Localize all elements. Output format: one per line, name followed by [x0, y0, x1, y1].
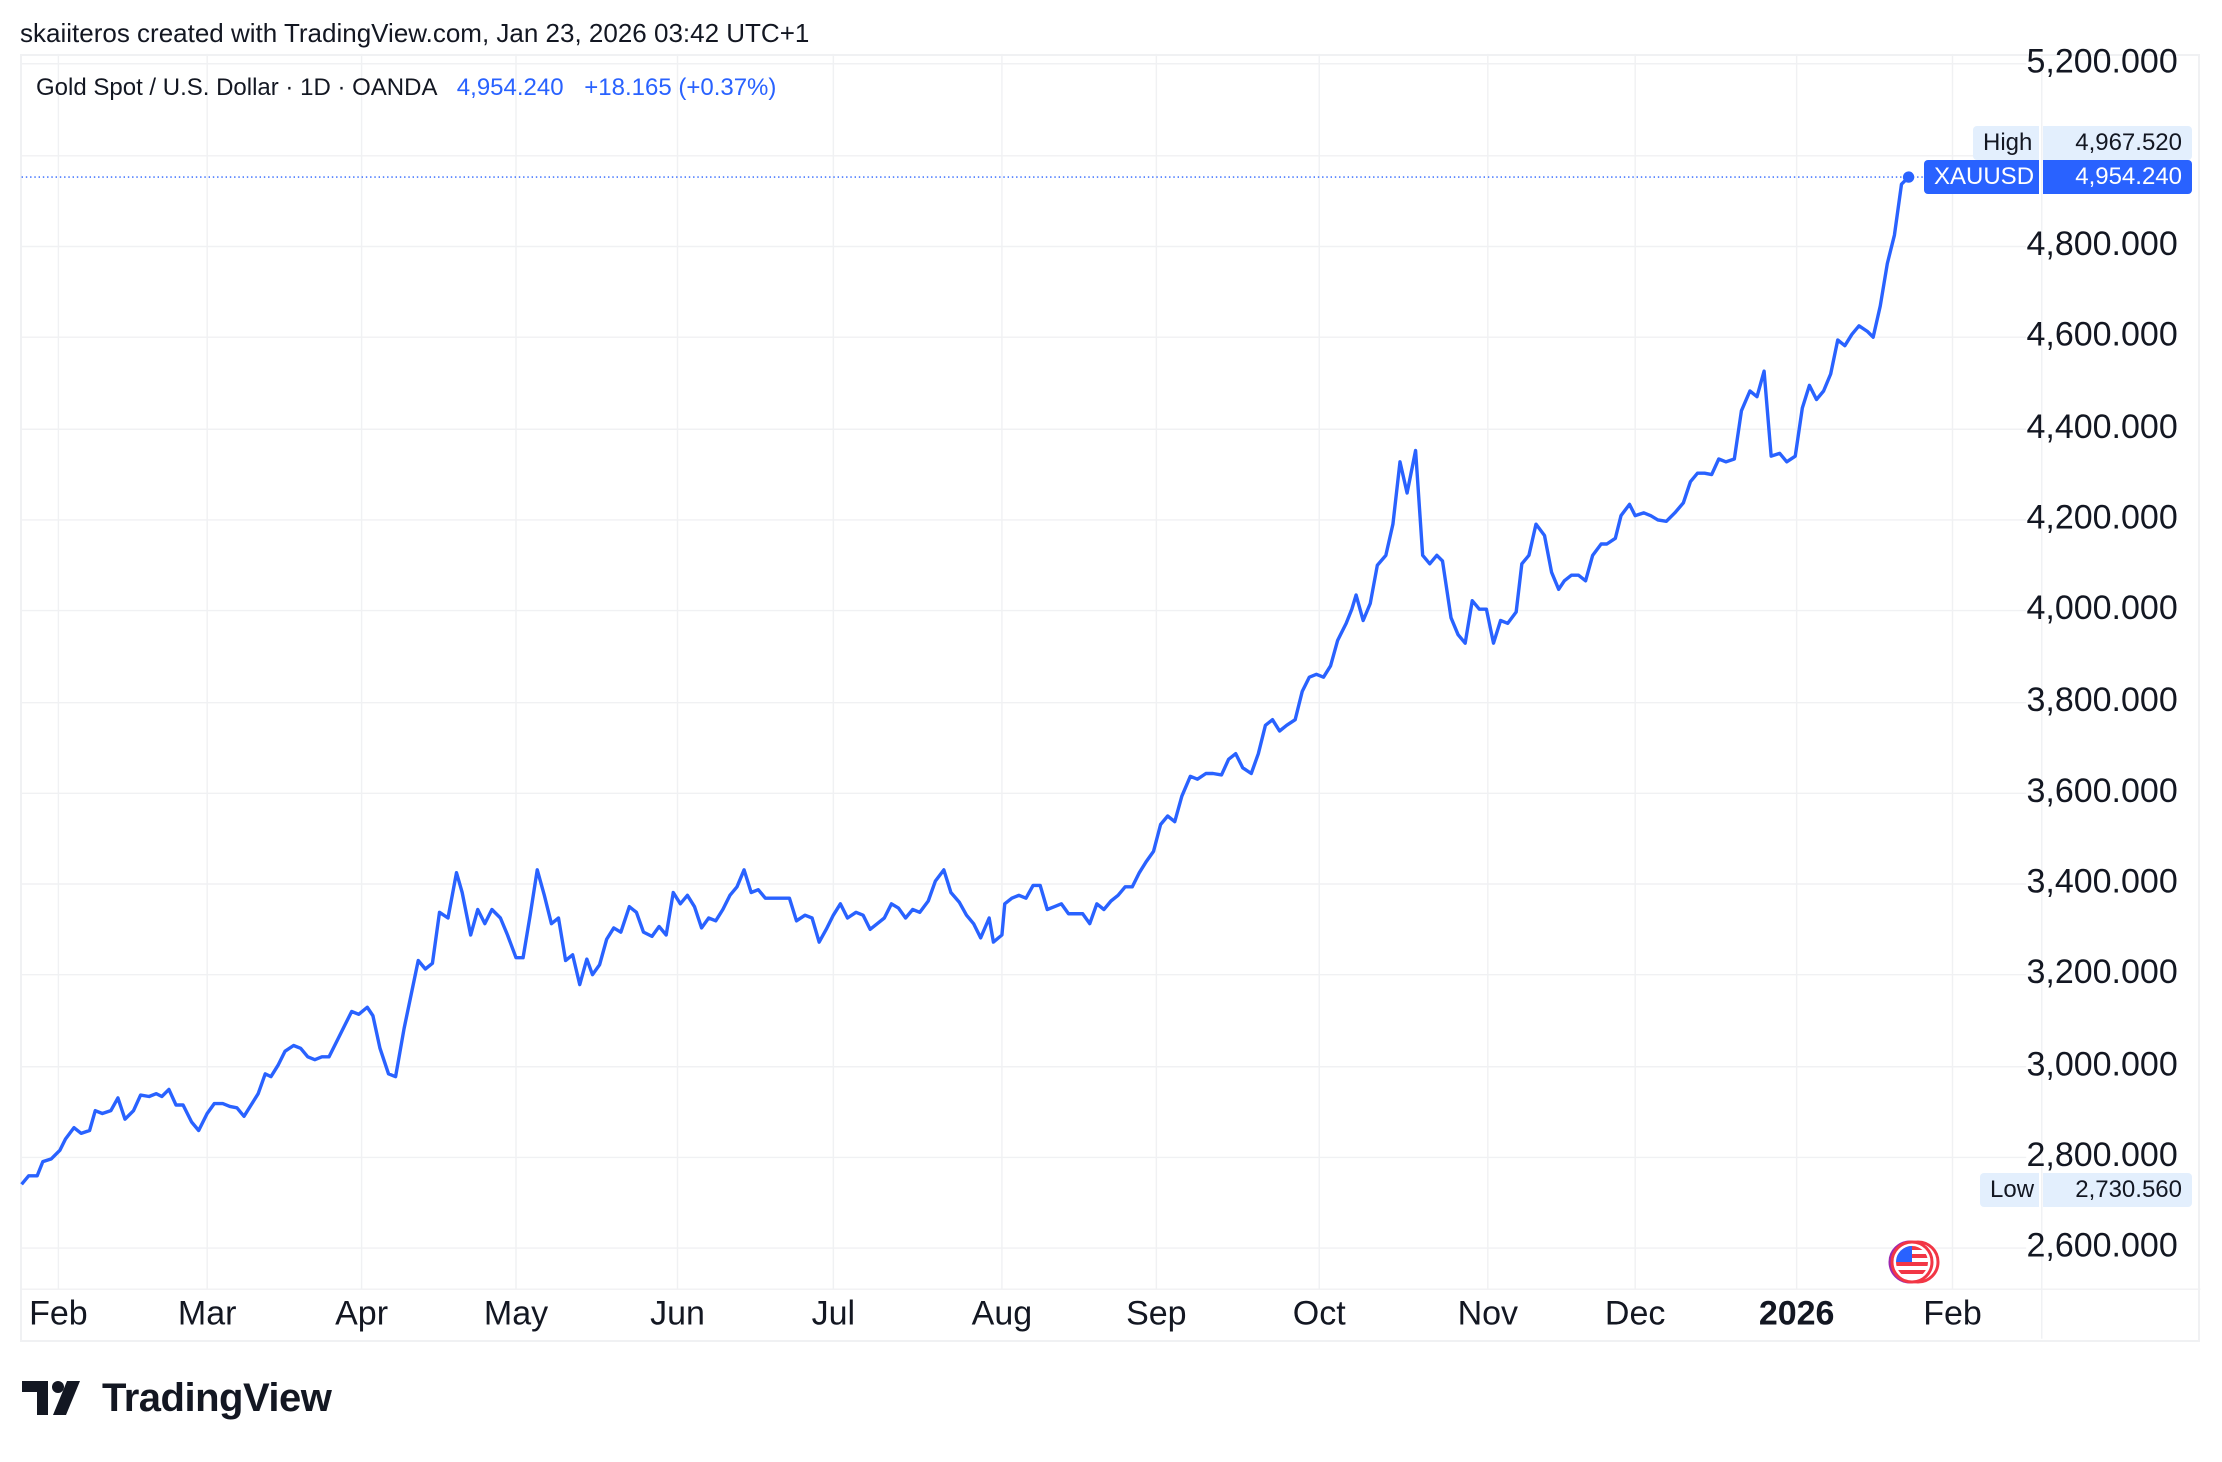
price-scale-labels: 5,200.000 4,800.000 4,600.000 4,400.000 …	[2026, 42, 2177, 1264]
svg-text:Oct: Oct	[1293, 1295, 1346, 1333]
chart-credit: skaiiteros created with TradingView.com,…	[20, 18, 810, 48]
symbol-tag-value: 4,954.240	[2043, 160, 2192, 194]
svg-text:3,000.000: 3,000.000	[2026, 1045, 2177, 1083]
chart-legend[interactable]: Gold Spot / U.S. Dollar · 1D · OANDA 4,9…	[36, 74, 776, 102]
svg-text:Feb: Feb	[29, 1295, 88, 1333]
svg-text:3,200.000: 3,200.000	[2026, 953, 2177, 991]
brand-name: TradingView	[102, 1376, 332, 1420]
time-scale-labels: Feb Mar Apr May Jun Jul Aug Sep Oct Nov …	[29, 1295, 1982, 1333]
svg-text:Nov: Nov	[1458, 1295, 1518, 1333]
grid-horizontal	[21, 63, 2027, 1249]
svg-text:2,800.000: 2,800.000	[2026, 1136, 2177, 1174]
last-price-dot	[1902, 171, 1915, 183]
svg-text:Sep: Sep	[1126, 1295, 1187, 1333]
symbol-tag-label: XAUUSD	[1924, 160, 2039, 194]
tradingview-logo-icon	[22, 1380, 80, 1415]
us-flag-economic-event-icon[interactable]	[1888, 1239, 1944, 1285]
low-tag-value: 2,730.560	[2043, 1173, 2192, 1207]
tradingview-logo[interactable]: TradingView	[22, 1376, 332, 1421]
svg-text:3,800.000: 3,800.000	[2026, 681, 2177, 719]
svg-text:May: May	[484, 1295, 548, 1333]
svg-text:4,800.000: 4,800.000	[2026, 225, 2177, 263]
svg-text:4,200.000: 4,200.000	[2026, 498, 2177, 536]
price-line[interactable]	[20, 175, 1910, 1186]
legend-symbol: Gold Spot / U.S. Dollar · 1D · OANDA	[36, 74, 437, 101]
svg-text:2026: 2026	[1759, 1295, 1835, 1333]
high-tag-label: High	[1973, 126, 2039, 160]
svg-text:Feb: Feb	[1923, 1295, 1982, 1333]
svg-text:3,600.000: 3,600.000	[2026, 772, 2177, 810]
low-tag-label: Low	[1980, 1173, 2039, 1207]
svg-text:Jun: Jun	[650, 1295, 705, 1333]
svg-text:3,400.000: 3,400.000	[2026, 863, 2177, 901]
svg-text:Aug: Aug	[972, 1295, 1033, 1333]
legend-last-price: 4,954.240	[456, 74, 564, 101]
svg-text:Dec: Dec	[1605, 1295, 1665, 1333]
svg-text:4,600.000: 4,600.000	[2026, 316, 2177, 354]
svg-text:4,000.000: 4,000.000	[2026, 589, 2177, 627]
svg-text:Mar: Mar	[178, 1295, 237, 1333]
svg-text:Jul: Jul	[812, 1295, 855, 1333]
svg-text:2,600.000: 2,600.000	[2026, 1227, 2177, 1265]
chart-frame	[20, 54, 2200, 1342]
svg-text:5,200.000: 5,200.000	[2026, 42, 2177, 80]
svg-text:4,400.000: 4,400.000	[2026, 408, 2177, 446]
grid-vertical	[57, 53, 1954, 1290]
high-tag-value: 4,967.520	[2043, 126, 2192, 160]
svg-text:Apr: Apr	[335, 1295, 388, 1333]
legend-change: +18.165 (+0.37%)	[584, 74, 777, 101]
